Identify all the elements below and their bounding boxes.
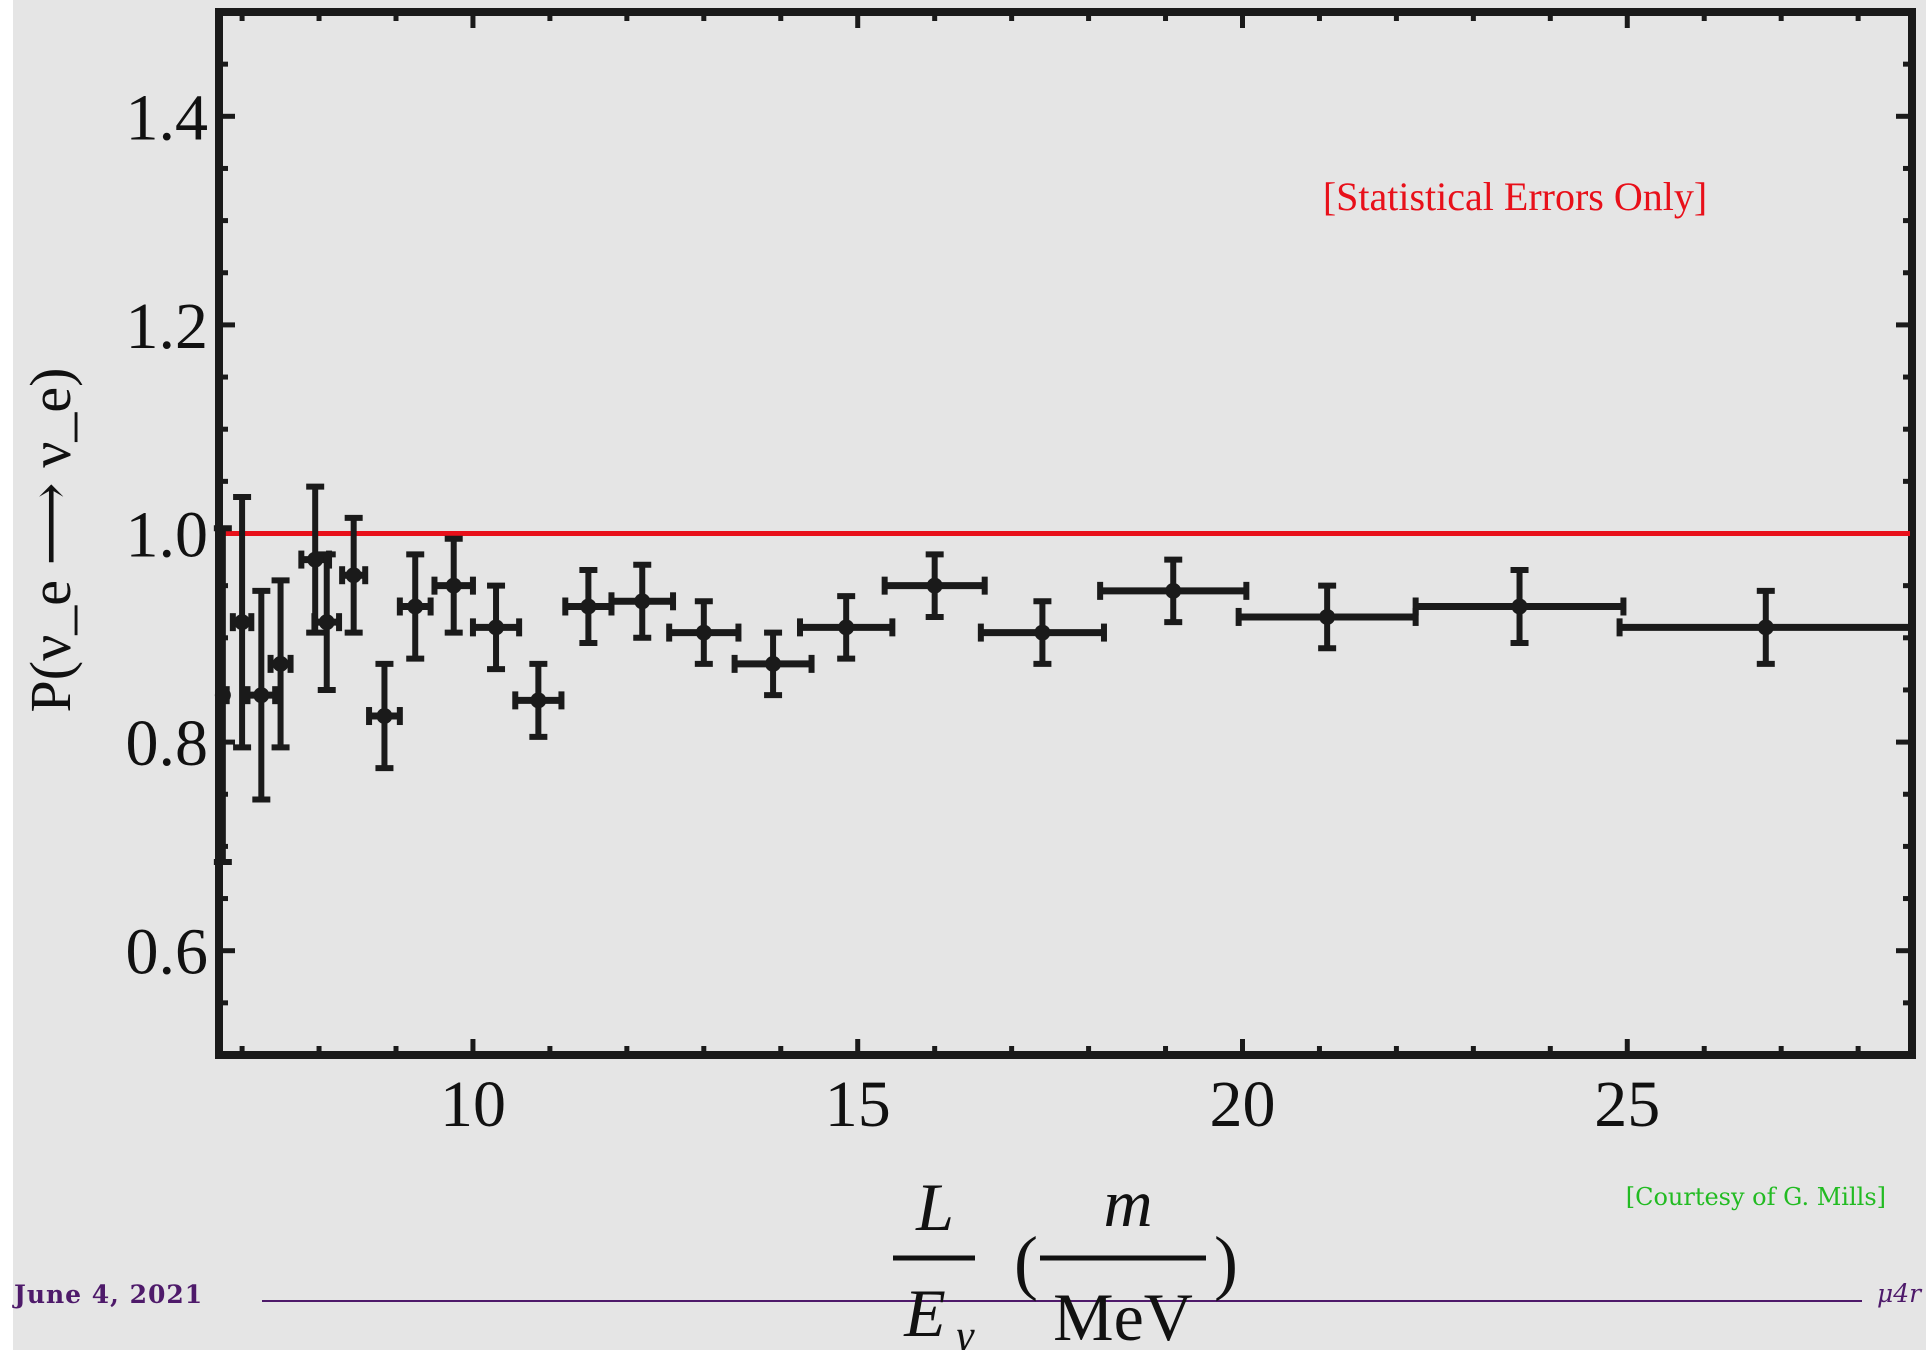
data-point — [396, 551, 434, 662]
data-points — [213, 483, 1915, 866]
y-tick-label: 0.8 — [126, 707, 209, 780]
y-tick-label: 0.6 — [126, 916, 209, 989]
data-point — [608, 561, 677, 641]
x-label-close-paren: ) — [1214, 1222, 1238, 1302]
data-point — [881, 551, 988, 620]
data-point — [1235, 582, 1419, 652]
data-point — [562, 567, 615, 647]
footer-date: June 4, 2021 — [14, 1280, 204, 1309]
x-tick-label: 20 — [1209, 1068, 1275, 1141]
x-label-unit-numerator: m — [1103, 1165, 1152, 1241]
data-marker — [1165, 582, 1182, 599]
data-marker — [695, 624, 712, 641]
data-marker — [1034, 624, 1051, 641]
data-point — [512, 660, 565, 740]
data-marker — [445, 577, 462, 594]
data-marker — [765, 655, 782, 672]
data-marker — [580, 598, 597, 615]
data-marker — [1319, 608, 1336, 625]
data-marker — [838, 619, 855, 636]
data-point — [213, 525, 232, 866]
data-marker — [345, 567, 362, 584]
credit-text: [Courtesy of G. Mills] — [1626, 1183, 1886, 1211]
data-marker — [488, 619, 505, 636]
data-point — [1097, 556, 1250, 626]
data-point — [469, 582, 523, 673]
y-axis-label: P(ν_e ⟶ ν_e) — [18, 368, 83, 713]
data-point — [797, 593, 896, 662]
x-label-denominator: E — [903, 1275, 946, 1350]
data-point — [267, 577, 294, 751]
data-point — [339, 514, 369, 636]
data-marker — [1511, 598, 1528, 615]
data-point — [311, 551, 343, 693]
data-point — [977, 598, 1107, 667]
chart-labels: 10 15 20 25 0.6 0.8 1.0 1.2 1.4 [Statistical Erro… — [18, 81, 1886, 1350]
data-point — [731, 629, 815, 699]
x-label-unit-denominator: MeV — [1053, 1279, 1193, 1350]
data-marker — [634, 593, 651, 610]
x-label-denominator-subscript: γ — [956, 1311, 975, 1350]
data-point — [244, 587, 279, 803]
statistical-errors-annotation: [Statistical Errors Only] — [1323, 174, 1707, 219]
axes-group — [215, 8, 1916, 1059]
data-point — [1412, 567, 1627, 647]
data-marker — [926, 577, 943, 594]
footer-right-text: μ4r — [1877, 1279, 1922, 1308]
data-marker — [318, 614, 335, 631]
data-marker — [272, 655, 289, 672]
y-tick-label: 1.4 — [126, 81, 209, 154]
data-marker — [214, 687, 231, 704]
data-marker — [1757, 619, 1774, 636]
data-marker — [253, 687, 270, 704]
data-point — [229, 493, 255, 751]
chart-background — [13, 0, 1926, 1350]
y-tick-label: 1.0 — [126, 499, 209, 572]
x-axis-label: LE γ ( m MeV) — [893, 1165, 1238, 1350]
data-point — [666, 598, 742, 667]
x-tick-label: 25 — [1594, 1068, 1660, 1141]
data-point — [431, 535, 476, 636]
data-marker — [530, 692, 547, 709]
x-label-numerator: L — [915, 1169, 954, 1245]
x-tick-label: 15 — [825, 1068, 891, 1141]
x-tick-label: 10 — [440, 1068, 506, 1141]
x-label-open-paren: ( — [1014, 1222, 1038, 1302]
data-point — [1616, 587, 1915, 667]
data-marker — [234, 614, 251, 631]
data-marker — [376, 708, 393, 725]
data-point — [366, 660, 403, 772]
data-marker — [407, 598, 424, 615]
y-tick-label: 1.2 — [126, 290, 209, 363]
